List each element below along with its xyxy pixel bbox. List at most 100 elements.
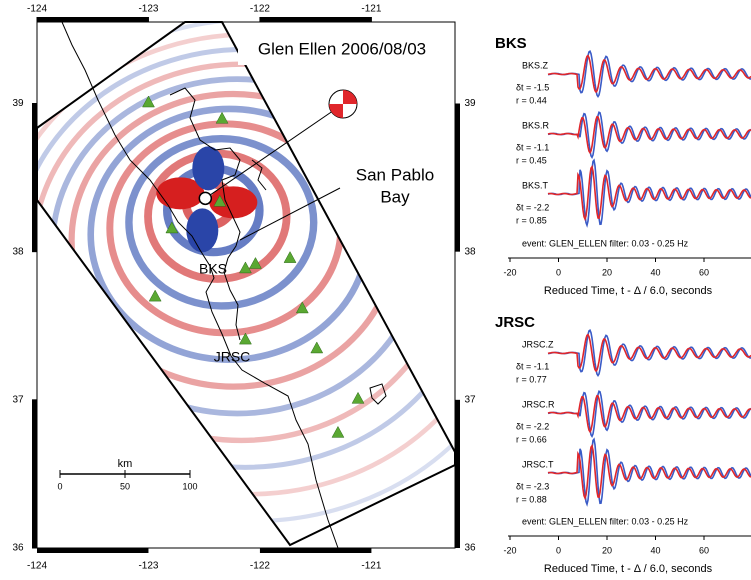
trace-name: JRSC.T — [522, 459, 554, 469]
trace-name: JRSC.Z — [522, 339, 554, 349]
station — [331, 425, 345, 438]
lobe — [209, 186, 258, 219]
station — [283, 251, 297, 263]
trace-shift: δt = -1.1 — [516, 142, 549, 152]
x-tick-label: -20 — [503, 545, 516, 555]
bay-outline — [251, 159, 267, 191]
scale-tick-label: 100 — [182, 481, 197, 491]
y-tick-label: 37 — [12, 394, 24, 405]
x-tick-label: -123 — [138, 561, 158, 572]
scale-label: km — [118, 458, 133, 470]
x-tick-label: 60 — [699, 267, 709, 277]
x-tick-label: -123 — [138, 4, 158, 15]
station — [310, 341, 324, 354]
seismogram — [547, 49, 751, 98]
frame-bar — [259, 17, 372, 22]
annotation: San Pablo — [356, 165, 434, 184]
frame-bar — [32, 103, 37, 252]
trace-shift: δt = -2.2 — [516, 421, 549, 431]
x-tick-label: -124 — [27, 4, 47, 15]
station — [142, 95, 155, 108]
annotation: BKS — [199, 261, 227, 277]
scale-tick-label: 50 — [120, 481, 130, 491]
trace-corr: r = 0.88 — [516, 494, 547, 504]
seismogram — [547, 394, 751, 434]
x-tick-label: -124 — [27, 561, 47, 572]
x-tick-label: -122 — [250, 561, 270, 572]
trace-name: JRSC.R — [522, 399, 555, 409]
trace-shift: δt = -1.5 — [516, 82, 549, 92]
station — [249, 256, 262, 269]
y-tick-label: 39 — [12, 98, 24, 109]
island — [369, 383, 387, 405]
y-tick-label: 37 — [464, 394, 476, 405]
title-box — [238, 35, 448, 65]
lobe — [156, 177, 205, 210]
x-tick-label: 0 — [556, 267, 561, 277]
filter-note: event: GLEN_ELLEN filter: 0.03 - 0.25 Hz — [522, 516, 689, 526]
x-tick-label: -121 — [361, 4, 381, 15]
frame-bar — [37, 17, 149, 22]
annotation: JRSC — [214, 349, 251, 365]
seismogram — [547, 333, 751, 373]
station — [295, 301, 309, 314]
seismogram — [547, 390, 751, 438]
beachball-quadrant — [329, 104, 343, 118]
x-tick-label: 20 — [602, 545, 612, 555]
y-tick-label: 38 — [464, 246, 476, 257]
seismogram — [547, 54, 751, 94]
map-frame — [36, 21, 456, 549]
lobe — [186, 208, 219, 253]
frame-bar — [32, 399, 37, 548]
seismogram — [547, 164, 751, 222]
coastline-group — [61, 22, 387, 548]
trace-corr: r = 0.45 — [516, 155, 547, 165]
frame-bar — [455, 399, 460, 548]
x-tick-label: -20 — [503, 267, 516, 277]
scale-tick-label: 0 — [57, 481, 62, 491]
x-tick-label: 60 — [699, 545, 709, 555]
station — [239, 332, 252, 345]
trace-name: BKS.T — [522, 180, 549, 190]
y-tick-label: 36 — [12, 543, 24, 554]
y-tick-label: 38 — [12, 246, 24, 257]
leader — [205, 103, 344, 199]
panel-title: BKS — [495, 35, 527, 52]
coastline — [61, 22, 339, 548]
filter-note: event: GLEN_ELLEN filter: 0.03 - 0.25 Hz — [522, 238, 689, 248]
frame-bar — [259, 548, 372, 553]
x-tick-label: 0 — [556, 545, 561, 555]
trace-corr: r = 0.77 — [516, 374, 547, 384]
y-tick-label: 36 — [464, 543, 476, 554]
x-axis-label: Reduced Time, t - Δ / 6.0, seconds — [544, 285, 713, 297]
leader — [239, 187, 341, 241]
x-tick-label: -122 — [250, 4, 270, 15]
trace-corr: r = 0.66 — [516, 434, 547, 444]
lobe — [192, 146, 225, 191]
station — [213, 194, 227, 207]
panel-title: JRSC — [495, 314, 535, 331]
frame-bar — [455, 103, 460, 252]
seismogram — [547, 115, 751, 155]
seismogram — [547, 328, 751, 377]
station — [148, 289, 162, 302]
trace-shift: δt = -2.2 — [516, 202, 549, 212]
trace-name: BKS.Z — [522, 60, 549, 70]
x-axis-label: Reduced Time, t - Δ / 6.0, seconds — [544, 563, 713, 575]
trace-shift: δt = -1.1 — [516, 361, 549, 371]
annotation: Bay — [380, 187, 410, 206]
frame-bar — [37, 548, 149, 553]
y-tick-label: 39 — [464, 98, 476, 109]
epicenter — [198, 191, 213, 206]
seismogram — [547, 111, 751, 159]
map-title: Glen Ellen 2006/08/03 — [258, 39, 426, 58]
trace-shift: δt = -2.3 — [516, 481, 549, 491]
beachball-quadrant — [343, 90, 357, 104]
station — [239, 261, 252, 274]
wave-ring — [125, 135, 318, 310]
bay-outline — [169, 87, 241, 341]
x-tick-label: 20 — [602, 267, 612, 277]
station — [165, 221, 179, 234]
